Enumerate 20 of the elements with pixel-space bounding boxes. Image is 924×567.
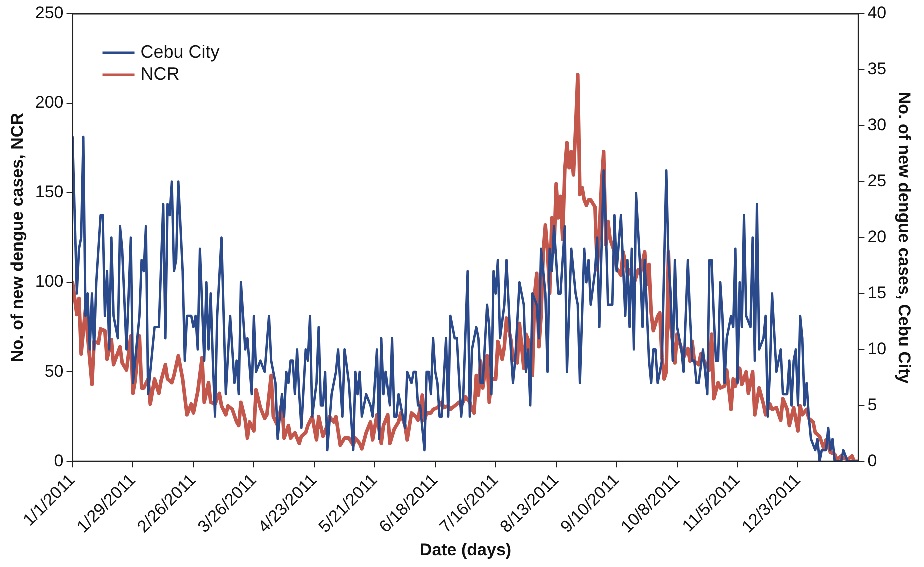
y2-tick-label: 35	[868, 60, 887, 79]
y2-tick-label: 10	[868, 339, 887, 358]
y2-tick-label: 5	[868, 395, 878, 414]
y2-tick-label: 40	[868, 4, 887, 23]
y2-tick-label: 30	[868, 116, 887, 135]
legend-label: NCR	[140, 64, 180, 84]
x-axis-title: Date (days)	[420, 540, 512, 560]
y2-tick-label: 15	[868, 283, 887, 302]
y2-tick-label: 25	[868, 172, 887, 191]
y-tick-label: 200	[35, 93, 64, 112]
y-tick-label: 0	[54, 451, 64, 470]
y-tick-label: 250	[35, 4, 64, 23]
y-tick-label: 50	[44, 362, 64, 381]
y-tick-label: 100	[35, 272, 64, 292]
legend-label: Cebu City	[140, 42, 220, 62]
y2-tick-label: 20	[868, 227, 887, 246]
y-axis-title: No. of new dengue cases, NCR	[8, 113, 27, 362]
y-tick-label: 150	[35, 182, 64, 202]
y2-axis-title: No. of new dengue cases, Cebu City	[895, 92, 914, 384]
y2-tick-label: 0	[868, 451, 878, 470]
